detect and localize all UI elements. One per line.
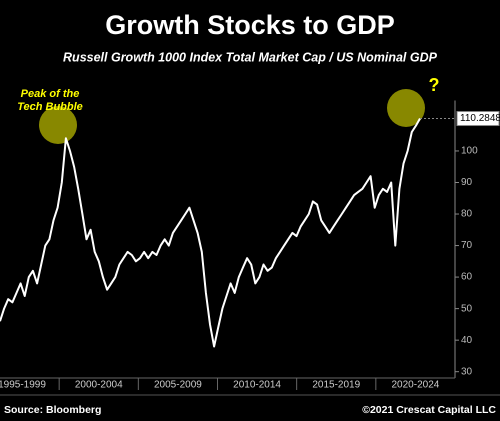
last-value-label: 110.2848 — [460, 113, 500, 124]
y-tick-label: 100 — [461, 146, 478, 157]
annotation: ? — [429, 75, 440, 95]
annotation: Peak of the Tech Bubble — [17, 88, 83, 113]
y-tick-label: 50 — [461, 303, 473, 314]
last-value-box — [456, 111, 500, 127]
y-tick-label: 70 — [461, 240, 473, 251]
line-series — [0, 118, 421, 348]
highlight-circle — [39, 106, 77, 144]
y-tick-label: 30 — [461, 366, 473, 377]
y-tick-label: 90 — [461, 177, 473, 188]
x-band-label: 2005-2009 — [154, 380, 202, 391]
chart-title: Growth Stocks to GDP — [105, 10, 395, 40]
source: Source: Bloomberg — [4, 404, 101, 416]
y-tick-label: 40 — [461, 335, 473, 346]
x-band-label: 2015-2019 — [312, 380, 360, 391]
chart-subtitle: Russell Growth 1000 Index Total Market C… — [63, 50, 438, 64]
credit: ©2021 Crescat Capital LLC — [362, 404, 496, 416]
x-band-label: 2010-2014 — [233, 380, 281, 391]
y-tick-label: 60 — [461, 272, 473, 283]
x-band-label: 2000-2004 — [75, 380, 123, 391]
x-band-label: 1995-1999 — [0, 380, 46, 391]
highlight-circle — [387, 89, 425, 127]
x-band-label: 2020-2024 — [392, 380, 440, 391]
y-tick-label: 80 — [461, 209, 473, 220]
